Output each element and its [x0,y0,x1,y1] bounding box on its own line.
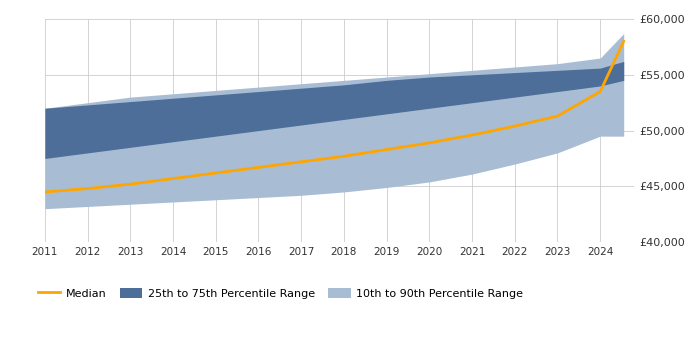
Legend: Median, 25th to 75th Percentile Range, 10th to 90th Percentile Range: Median, 25th to 75th Percentile Range, 1… [34,284,528,303]
